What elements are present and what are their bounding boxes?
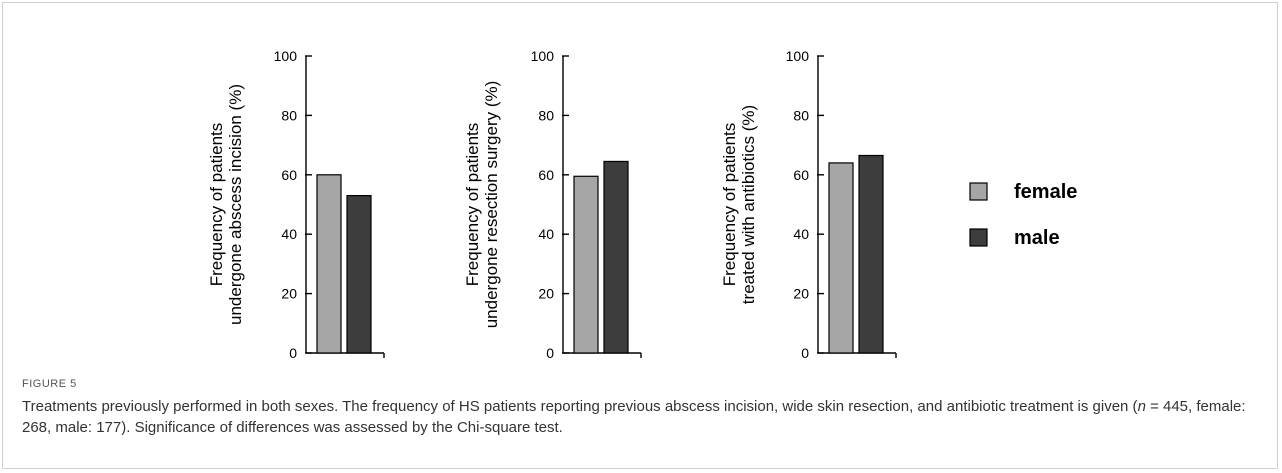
- y-tick-label: 60: [281, 167, 297, 183]
- y-tick-label: 0: [801, 345, 809, 361]
- y-tick-label: 40: [281, 226, 297, 242]
- y-tick-label: 0: [546, 345, 554, 361]
- y-tick-label: 20: [793, 286, 809, 302]
- y-tick-label: 60: [793, 167, 809, 183]
- bar-male: [346, 194, 372, 354]
- y-axis-label-line: treated with antibiotics (%): [739, 105, 758, 304]
- y-tick-label: 40: [538, 226, 554, 242]
- figure-label: FIGURE 5: [22, 378, 77, 390]
- y-axis-label: Frequency of patientsundergone resection…: [463, 81, 501, 329]
- y-axis-label-line: undergone resection surgery (%): [482, 81, 501, 329]
- caption-text-end: = 445, female: 268, male: 177). Signific…: [22, 398, 1246, 436]
- bar-female: [573, 175, 599, 354]
- y-tick-label: 20: [281, 286, 297, 302]
- legend-label-female: female: [1014, 181, 1077, 203]
- caption-n-symbol: n: [1137, 398, 1146, 415]
- y-tick-label: 80: [281, 107, 297, 123]
- y-tick-label: 100: [786, 48, 810, 64]
- y-tick-label: 40: [793, 226, 809, 242]
- bar-female: [316, 174, 342, 354]
- y-axis-label-line: Frequency of patients: [463, 123, 482, 286]
- chart-1: 0 20 40 60 80 100 Frequency of patientsundergo…: [207, 48, 385, 361]
- y-axis-label-line: undergone abscess incision (%): [226, 84, 245, 325]
- y-tick-label: 60: [538, 167, 554, 183]
- y-axis-label-line: Frequency of patients: [720, 123, 739, 286]
- legend-swatch-female: [969, 182, 988, 201]
- bar-female: [828, 162, 854, 354]
- figure-caption: Treatments previously performed in both …: [22, 396, 1252, 438]
- y-tick-label: 100: [274, 48, 298, 64]
- y-axis-label: Frequency of patientsundergone abscess i…: [207, 84, 245, 325]
- caption-text-start: Treatments previously performed in both …: [22, 398, 1138, 415]
- legend-swatch-male: [969, 228, 988, 247]
- legend-label-male: male: [1014, 227, 1060, 249]
- chart-3: 0 20 40 60 80 100 Frequency of patientstreated…: [720, 48, 897, 361]
- bar-male: [603, 160, 629, 354]
- y-tick-label: 20: [538, 286, 554, 302]
- bar-male: [858, 154, 884, 354]
- y-axis-label-line: Frequency of patients: [207, 123, 226, 286]
- y-tick-label: 100: [531, 48, 555, 64]
- y-tick-label: 80: [538, 107, 554, 123]
- chart-2: 0 20 40 60 80 100 Frequency of patientsundergo…: [463, 48, 642, 361]
- y-tick-label: 80: [793, 107, 809, 123]
- legend: female male: [969, 181, 1077, 249]
- y-tick-label: 0: [289, 345, 297, 361]
- y-axis-label: Frequency of patientstreated with antibi…: [720, 105, 758, 304]
